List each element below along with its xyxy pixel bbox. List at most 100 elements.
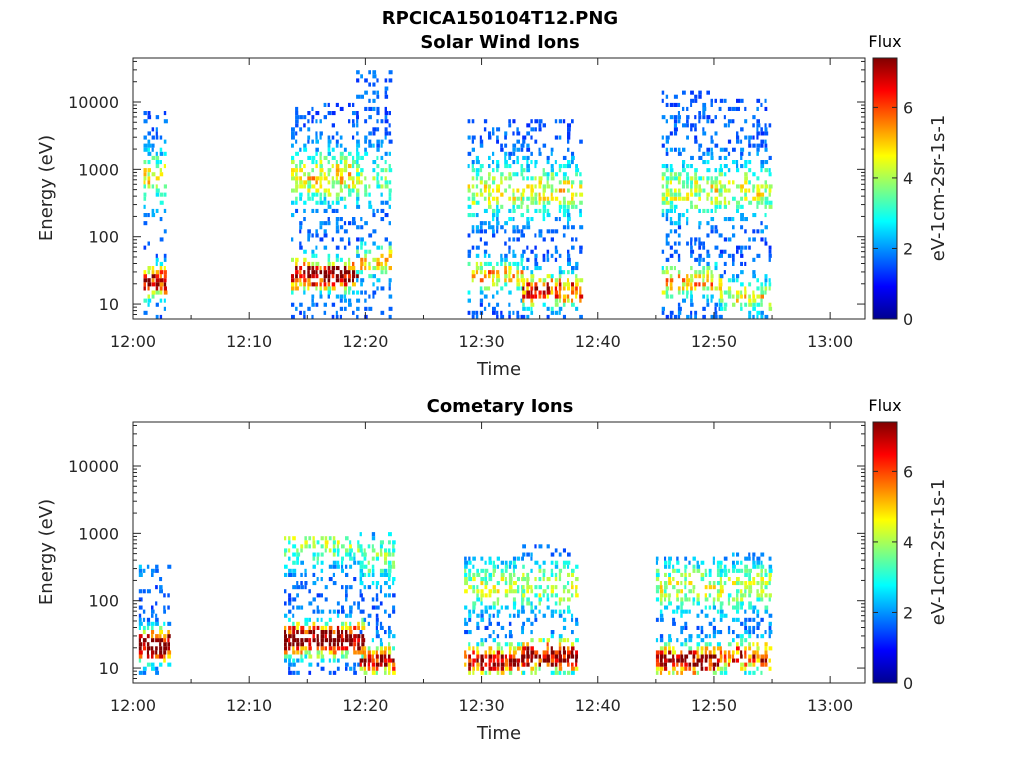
spectrogram-cell <box>508 585 513 590</box>
spectrogram-cell <box>335 160 338 165</box>
spectrogram-cell <box>579 286 582 291</box>
spectrogram-cell <box>163 274 167 279</box>
spectrogram-cell <box>327 111 332 116</box>
spectrogram-cell <box>304 544 308 549</box>
spectrogram-cell <box>579 208 582 213</box>
spectrogram-cell <box>300 630 305 635</box>
spectrogram-cell <box>538 654 541 659</box>
spectrogram-cell <box>488 188 491 193</box>
spectrogram-cell <box>686 294 689 299</box>
spectrogram-cell <box>341 544 345 549</box>
spectrogram-cell <box>500 180 503 185</box>
spectrogram-cell <box>688 638 693 643</box>
spectrogram-cell <box>659 662 664 667</box>
spectrogram-cell <box>694 270 698 275</box>
spectrogram-cell <box>655 638 659 643</box>
spectrogram-cell <box>672 617 676 622</box>
spectrogram-cell <box>504 131 508 136</box>
spectrogram-cell <box>328 638 333 643</box>
spectrogram-cell <box>345 654 348 659</box>
spectrogram-cell <box>388 151 391 156</box>
spectrogram-cell <box>155 155 160 160</box>
spectrogram-cell <box>764 646 768 651</box>
spectrogram-cell <box>562 196 566 201</box>
spectrogram-cell <box>690 188 693 193</box>
spectrogram-cell <box>376 172 380 177</box>
spectrogram-cell <box>332 548 337 553</box>
spectrogram-cell <box>538 658 542 663</box>
spectrogram-cell <box>496 310 499 315</box>
spectrogram-cell <box>155 286 159 291</box>
spectrogram-cell <box>677 196 682 201</box>
spectrogram-cell <box>308 646 312 651</box>
spectrogram-cell <box>316 609 320 614</box>
spectrogram-cell <box>665 102 669 107</box>
spectrogram-cell <box>571 155 575 160</box>
spectrogram-cell <box>579 249 583 254</box>
spectrogram-cell <box>562 617 567 622</box>
spectrogram-cell <box>295 286 299 291</box>
spectrogram-cell <box>376 208 379 213</box>
spectrogram-cell <box>760 662 765 667</box>
spectrogram-cell <box>341 634 344 639</box>
spectrogram-cell <box>304 646 308 651</box>
spectrogram-cell <box>696 670 699 675</box>
spectrogram-cell <box>284 601 287 606</box>
spectrogram-cell <box>692 589 695 594</box>
spectrogram-cell <box>339 196 344 201</box>
spectrogram-cell <box>312 564 316 569</box>
spectrogram-cell <box>684 593 687 598</box>
spectrogram-cell <box>686 208 689 213</box>
spectrogram-cell <box>155 151 158 156</box>
spectrogram-cell <box>468 654 471 659</box>
spectrogram-cell <box>163 208 167 213</box>
spectrogram-cell <box>764 314 769 319</box>
spectrogram-cell <box>163 192 167 197</box>
spectrogram-cell <box>538 666 541 671</box>
spectrogram-cell <box>464 560 468 565</box>
spectrogram-cell <box>163 642 167 647</box>
spectrogram-cell <box>538 233 543 238</box>
spectrogram-cell <box>361 650 366 655</box>
spectrogram-cell <box>558 650 562 655</box>
spectrogram-cell <box>664 658 668 663</box>
spectrogram-cell <box>357 634 361 639</box>
spectrogram-cell <box>307 119 310 124</box>
spectrogram-cell <box>554 257 558 262</box>
spectrogram-cell <box>562 585 567 590</box>
spectrogram-cell <box>388 314 392 319</box>
spectrogram-cell <box>760 298 763 303</box>
spectrogram-cell <box>384 90 388 95</box>
spectrogram-cell <box>343 290 347 295</box>
spectrogram-cell <box>575 278 579 283</box>
spectrogram-cell <box>542 217 546 222</box>
spectrogram-cell <box>526 131 530 136</box>
spectrogram-cell <box>159 577 163 582</box>
spectrogram-cell <box>520 298 524 303</box>
spectrogram-cell <box>284 613 288 618</box>
spectrogram-cell <box>744 294 747 299</box>
spectrogram-cell <box>558 164 563 169</box>
spectrogram-cell <box>284 654 288 659</box>
spectrogram-cell <box>748 585 753 590</box>
spectrogram-cell <box>155 638 159 643</box>
spectrogram-cell <box>744 192 747 197</box>
spectrogram-cell <box>492 274 495 279</box>
plot-frame <box>132 57 866 320</box>
spectrogram-cell <box>143 286 146 291</box>
spectrogram-cell <box>714 208 717 213</box>
spectrogram-cell <box>748 617 752 622</box>
spectrogram-cell <box>727 123 730 128</box>
spectrogram-cell <box>567 270 570 275</box>
spectrogram-cell <box>375 650 378 655</box>
spectrogram-cell <box>349 613 352 618</box>
spectrogram-cell <box>661 270 666 275</box>
spectrogram-cell <box>546 196 550 201</box>
spectrogram-cell <box>320 625 325 630</box>
spectrogram-cell <box>723 147 728 152</box>
spectrogram-cell <box>567 552 571 557</box>
spectrogram-cell <box>359 568 364 573</box>
spectrogram-cell <box>727 217 732 222</box>
spectrogram-cell <box>538 192 541 197</box>
spectrogram-cell <box>723 188 728 193</box>
